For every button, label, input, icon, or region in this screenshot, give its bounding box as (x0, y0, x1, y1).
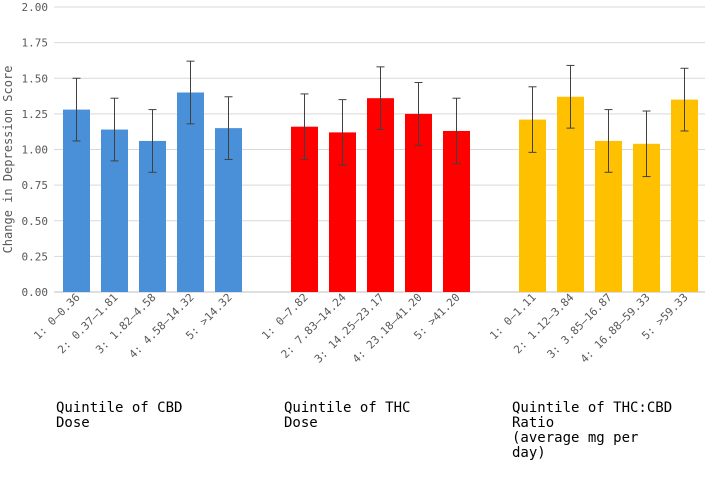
x-category-label: 3: 14.25–23.17 (312, 291, 387, 366)
x-category-label: 4: 4.58–14.32 (127, 291, 197, 361)
group-label: Quintile of CBD Dose (56, 400, 182, 431)
y-tick-label: 2.00 (22, 1, 49, 14)
error-bars (72, 60, 689, 178)
bar (177, 92, 204, 292)
y-tick-label: 0.25 (22, 250, 49, 263)
y-tick-label: 1.00 (22, 144, 49, 157)
y-axis-title: Change in Depression Score (1, 66, 15, 254)
bar (557, 96, 584, 293)
x-category-label: 3: 3.85–16.87 (545, 291, 615, 361)
y-axis-ticks: 0.00 0.25 0.50 0.75 1.00 1.25 1.50 1.75 2.00 (22, 1, 49, 299)
group-label: Quintile of THC Dose (284, 400, 410, 431)
x-category-labels: 1: 0–0.362: 0.37–1.813: 1.82–4.584: 4.58… (31, 291, 690, 366)
y-tick-label: 1.50 (22, 72, 49, 85)
group-labels: Quintile of CBD Dose Quintile of THC Dose Qu… (56, 400, 672, 461)
y-tick-label: 0.75 (22, 179, 49, 192)
y-tick-label: 0.50 (22, 215, 49, 228)
bar (367, 98, 394, 292)
group-label: Quintile of THC:CBD Ratio (average mg per d… (512, 400, 672, 461)
x-category-label: 4: 16.88–59.33 (578, 291, 653, 366)
x-category-label: 4: 23.18–41.20 (350, 291, 425, 366)
y-tick-label: 1.75 (22, 37, 49, 50)
x-category-label: 2: 7.83–14.24 (279, 291, 349, 361)
bar (671, 99, 698, 292)
y-tick-label: 0.00 (22, 286, 49, 299)
bars (63, 92, 698, 293)
y-tick-label: 1.25 (22, 108, 49, 121)
